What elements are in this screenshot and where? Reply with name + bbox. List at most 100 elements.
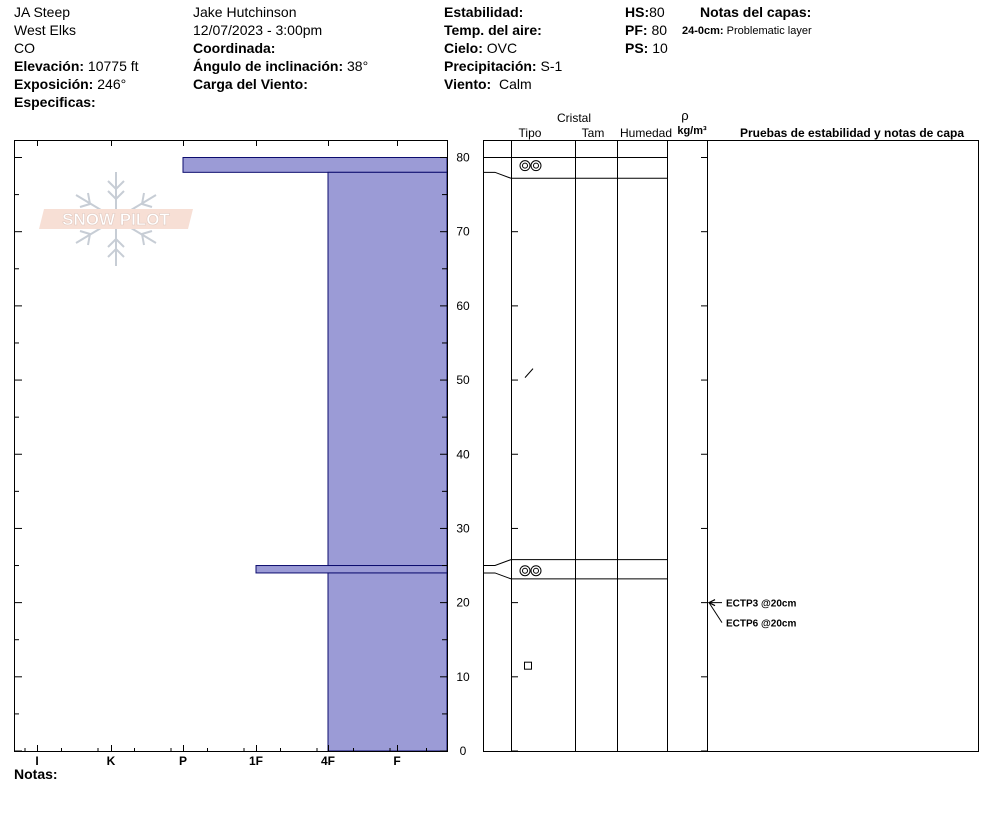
rounded-grain-inner [533, 162, 539, 169]
table-frame [483, 140, 979, 752]
depth-label-20: 20 [456, 596, 470, 610]
crystal-symbol-decomposing-fragments [524, 368, 534, 378]
connector-line-2 [483, 572, 512, 580]
rounded-grain-outer [519, 160, 531, 172]
depth-block: HS:80 PF: 80 PS: 10 [625, 3, 668, 57]
hardness-label-F: F [393, 754, 400, 768]
pf-value: 80 [651, 22, 668, 38]
wind-row: Viento: Calm [444, 75, 562, 93]
hardness-ticks: I K P 1F 4F F [24, 140, 427, 768]
wind-load-label: Carga del Viento: [193, 76, 308, 92]
elevation-label: Elevación: [14, 58, 85, 74]
depth-label-40: 40 [456, 447, 470, 461]
wind-load-row: Carga del Viento: [193, 75, 368, 93]
hardness-label-I: I [35, 754, 38, 768]
hardness-layer-3 [327, 572, 448, 752]
type-header: Tipo [519, 126, 542, 140]
rounded-grain-outer [530, 160, 542, 172]
test-arrowhead-1 [707, 599, 716, 607]
layer-note-text: Problematic layer [726, 25, 812, 37]
crystal-symbol-faceted-crystals [524, 661, 532, 670]
slope-row: Ángulo de inclinación: 38° [193, 57, 368, 75]
slope-value: 38° [347, 58, 369, 74]
connector-line-0 [483, 171, 512, 179]
facet-square [524, 661, 532, 670]
depth-axis: 0 10 20 30 40 50 60 70 80 [14, 151, 707, 758]
air-temp-label: Temp. del aire: [444, 22, 542, 38]
observer-block: Jake Hutchinson 12/07/2023 - 3:00pm Coor… [193, 3, 368, 93]
depth-label-60: 60 [456, 299, 470, 313]
hardness-layer-0 [182, 157, 448, 173]
elevation-value: 10775 ft [87, 58, 139, 74]
density-unit: kg/m³ [677, 125, 707, 137]
rounded-grain-inner [522, 567, 528, 574]
size-header: Tam [582, 126, 605, 140]
moisture-header: Humedad [620, 126, 672, 140]
sky-row: Cielo: OVC [444, 39, 562, 57]
coord-label: Coordinada: [193, 40, 276, 56]
aspect-label: Exposición: [14, 76, 94, 92]
hardness-label-4F: 4F [321, 754, 335, 768]
observation-datetime: 12/07/2023 - 3:00pm [193, 22, 323, 38]
crystal-header: Cristal [557, 111, 591, 125]
test-label-1: ECTP6 @20cm [726, 619, 796, 630]
hs-value: 80 [649, 4, 665, 20]
test-pointer-1 [708, 602, 723, 623]
specifics-label: Especificas: [14, 94, 96, 110]
precip-label: Precipitación: [444, 58, 537, 74]
depth-label-70: 70 [456, 225, 470, 239]
wind-value: Calm [498, 76, 532, 92]
layer-note-row: 24-0cm: Problematic layer [682, 22, 812, 40]
observer-name: Jake Hutchinson [193, 4, 297, 20]
stability-tests: ECTP3 @20cm ECTP6 @20cm [707, 599, 796, 630]
fragment-stroke [524, 368, 534, 378]
sky-label: Cielo: [444, 40, 483, 56]
depth-label-0: 0 [460, 744, 467, 758]
air-temp-row: Temp. del aire: [444, 21, 562, 39]
stability-row: Estabilidad: [444, 3, 562, 21]
layer-notes-title: Notas del capas: [700, 4, 812, 20]
specifics-row: Especificas: [14, 93, 139, 111]
stability-label: Estabilidad: [444, 4, 524, 20]
aspect-row: Exposición: 246° [14, 75, 139, 93]
notes-label: Notas: [14, 766, 58, 782]
hs-row: HS:80 [625, 3, 668, 21]
elevation-row: Elevación: 10775 ft [14, 57, 139, 75]
crystal-symbol-rounded-grains [519, 565, 542, 577]
snowpilot-logo: SNOW PILOT [39, 172, 193, 266]
pf-label: PF: [625, 22, 648, 38]
hardness-label-1F: 1F [249, 754, 263, 768]
hardness-label-P: P [179, 754, 187, 768]
range-name: West Elks [14, 22, 76, 38]
wind-label: Viento: [444, 76, 492, 92]
depth-label-30: 30 [456, 521, 470, 535]
ps-row: PS: 10 [625, 39, 668, 57]
snowpilot-logo-text: SNOW PILOT [62, 210, 170, 229]
precip-row: Precipitación: S-1 [444, 57, 562, 75]
depth-label-80: 80 [456, 151, 470, 165]
precip-value: S-1 [540, 58, 563, 74]
depth-label-50: 50 [456, 373, 470, 387]
coord-row: Coordinada: [193, 39, 368, 57]
hardness-layers [182, 157, 448, 752]
crystal-table: Cristal Tipo Tam Humedad ρ kg/m³ Pruebas… [483, 108, 979, 752]
test-label-0: ECTP3 @20cm [726, 599, 796, 610]
rounded-grain-outer [530, 565, 542, 577]
connector-line-1 [483, 559, 512, 567]
ps-label: PS: [625, 40, 649, 56]
slope-label: Ángulo de inclinación: [193, 58, 344, 74]
rounded-grain-inner [522, 162, 528, 169]
notes-row: Notas: [14, 765, 58, 783]
sky-value: OVC [486, 40, 518, 56]
aspect-value: 246° [97, 76, 127, 92]
depth-label-10: 10 [456, 670, 470, 684]
hardness-layer-1 [327, 171, 448, 567]
table-rows [483, 157, 667, 670]
rounded-grain-inner [533, 567, 539, 574]
conditions-block: Estabilidad: Temp. del aire: Cielo: OVC … [444, 3, 562, 93]
hs-label: HS: [625, 4, 650, 20]
hardness-layer-2 [255, 565, 448, 574]
pf-row: PF: 80 [625, 21, 668, 39]
site-name: JA Steep [14, 4, 71, 20]
